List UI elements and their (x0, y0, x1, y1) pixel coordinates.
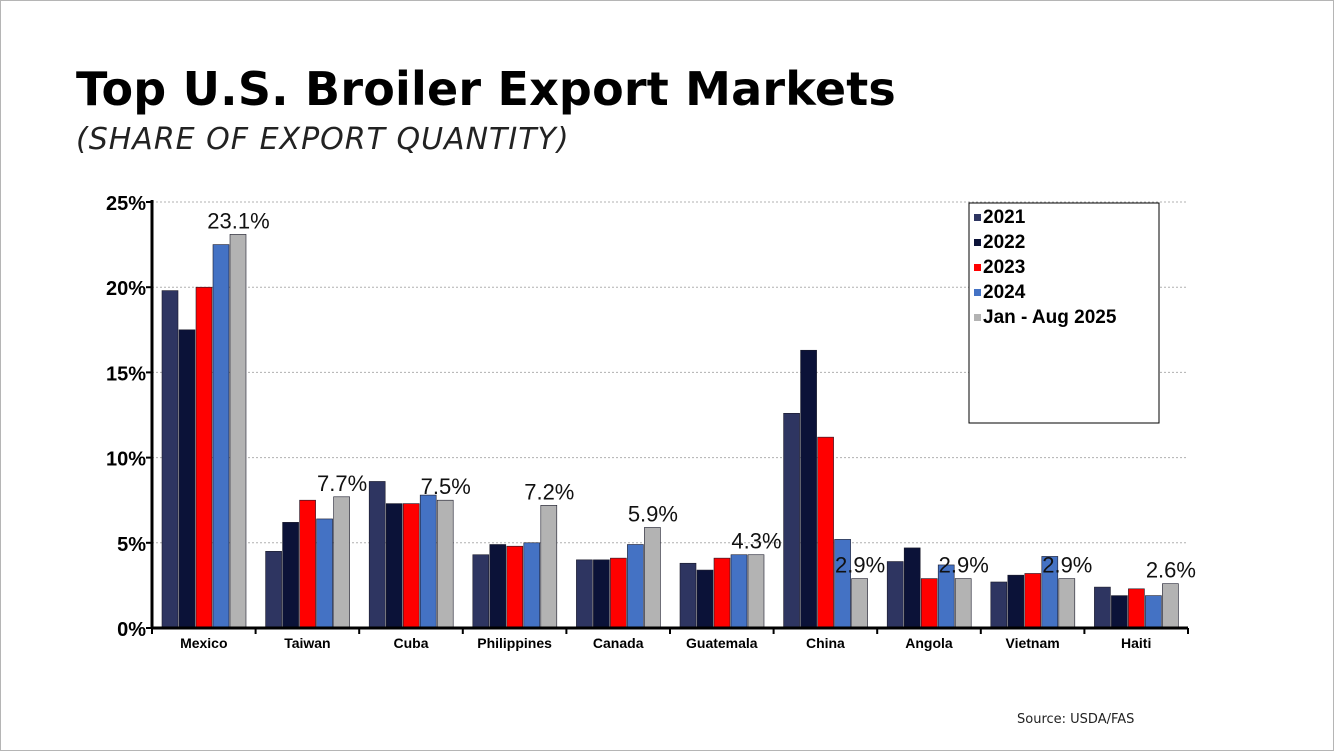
bar-cuba-2024 (419, 494, 437, 629)
legend-label-2021: 2021 (983, 207, 1026, 228)
bar-china-2023 (817, 436, 834, 629)
bar-canada-2022 (593, 559, 610, 629)
legend-box (968, 202, 1160, 424)
bar-guatemala-2021 (679, 562, 697, 629)
bar-mexico-jan-aug-2025 (229, 234, 247, 629)
bar-taiwan-jan-aug-2025 (333, 496, 350, 629)
bar-haiti-2023 (1128, 588, 1145, 629)
x-tick-label: Vietnam (1005, 635, 1059, 651)
legend-swatch-2023 (974, 264, 981, 271)
x-tick-label: Cuba (394, 635, 429, 651)
bar-vietnam-2022 (1007, 574, 1025, 629)
bar-mexico-2023 (195, 286, 213, 629)
bar-mexico-2021 (161, 290, 179, 629)
bar-cuba-2021 (368, 481, 386, 629)
data-label: 23.1% (207, 208, 269, 233)
bar-haiti-2024 (1145, 595, 1162, 629)
bar-canada-2024 (627, 544, 644, 629)
bar-philippines-2022 (489, 544, 507, 629)
bar-philippines-2023 (506, 545, 524, 629)
x-tick-label: Canada (593, 635, 644, 651)
bar-vietnam-2021 (990, 581, 1008, 629)
bar-canada-jan-aug-2025 (644, 527, 661, 629)
bar-haiti-jan-aug-2025 (1162, 583, 1179, 629)
bar-philippines-2021 (472, 554, 490, 629)
legend-label-2022: 2022 (983, 232, 1025, 253)
legend-swatch-2021 (974, 214, 981, 221)
bar-taiwan-2024 (316, 518, 333, 629)
legend: 2021 2022 2023 2024 Jan - Aug 2025 (968, 202, 1160, 424)
legend-label-2023: 2023 (983, 257, 1025, 278)
x-tick-label: Mexico (180, 635, 227, 651)
bar-vietnam-2023 (1024, 573, 1042, 629)
x-tick-label: Guatemala (686, 635, 758, 651)
bar-guatemala-2022 (696, 569, 714, 629)
bar-cuba-jan-aug-2025 (436, 499, 454, 629)
bar-angola-2021 (886, 561, 904, 629)
legend-swatch-2022 (974, 239, 981, 246)
bar-philippines-2024 (523, 542, 541, 629)
bar-china-jan-aug-2025 (851, 578, 868, 629)
axes: 0% 5% 10% 15% 20% 25% Mexico Taiwan Cuba Philippi… (106, 193, 1189, 651)
bar-taiwan-2022 (282, 522, 299, 629)
bar-canada-2021 (576, 559, 593, 629)
bar-angola-2022 (903, 547, 921, 629)
bar-cuba-2023 (402, 503, 420, 629)
bar-haiti-2021 (1094, 586, 1111, 629)
legend-swatch-jan-aug-2025 (974, 314, 981, 321)
y-tick-label: 0% (117, 619, 146, 641)
bar-angola-2023 (920, 578, 938, 629)
data-label: 2.9% (939, 553, 989, 578)
y-tick-label: 5% (117, 534, 146, 556)
page-title: Top U.S. Broiler Export Markets (76, 62, 896, 116)
data-label: 7.2% (524, 479, 574, 504)
legend-swatch-2024 (974, 289, 981, 296)
bar-mexico-2024 (212, 244, 230, 629)
bars (161, 234, 1179, 629)
data-label: 7.5% (421, 474, 471, 499)
x-tick-label: Angola (905, 635, 953, 651)
bar-china-2022 (800, 349, 817, 629)
x-tick-label: Haiti (1121, 635, 1151, 651)
data-labels: 23.1% 7.7% 7.5% 7.2% 5.9% 4.3% 2.9% 2.9% 2.9% 2.6… (207, 208, 1196, 582)
y-tick-label: 10% (106, 449, 146, 471)
data-label: 4.3% (731, 529, 781, 554)
y-tick-label: 15% (106, 363, 146, 385)
bar-china-2021 (783, 412, 800, 629)
bar-canada-2023 (610, 557, 627, 629)
bar-mexico-2022 (178, 329, 196, 629)
source-note: Source: USDA/FAS (1017, 712, 1135, 727)
legend-label-jan-aug-2025: Jan - Aug 2025 (983, 307, 1117, 328)
bar-haiti-2022 (1111, 595, 1128, 629)
data-label: 2.6% (1146, 558, 1196, 583)
bar-guatemala-2024 (730, 554, 748, 629)
data-label: 5.9% (628, 501, 678, 526)
bar-taiwan-2023 (299, 499, 316, 629)
y-tick-label: 25% (106, 193, 146, 215)
x-tick-label: Taiwan (284, 635, 330, 651)
x-tick-label: China (806, 635, 845, 651)
bar-philippines-jan-aug-2025 (540, 505, 558, 629)
data-label: 2.9% (835, 553, 885, 578)
bar-guatemala-jan-aug-2025 (747, 554, 765, 629)
page-subtitle: (SHARE OF EXPORT QUANTITY) (76, 122, 570, 157)
legend-label-2024: 2024 (983, 282, 1026, 303)
y-tick-label: 20% (106, 278, 146, 300)
bar-cuba-2022 (385, 503, 403, 629)
data-label: 7.7% (317, 471, 367, 496)
bar-angola-jan-aug-2025 (954, 578, 972, 629)
x-tick-label: Philippines (477, 635, 552, 651)
bar-vietnam-jan-aug-2025 (1058, 578, 1076, 629)
data-label: 2.9% (1042, 553, 1092, 578)
bar-taiwan-2021 (265, 551, 282, 629)
bar-guatemala-2023 (713, 557, 731, 629)
grid-lines (152, 201, 1188, 544)
